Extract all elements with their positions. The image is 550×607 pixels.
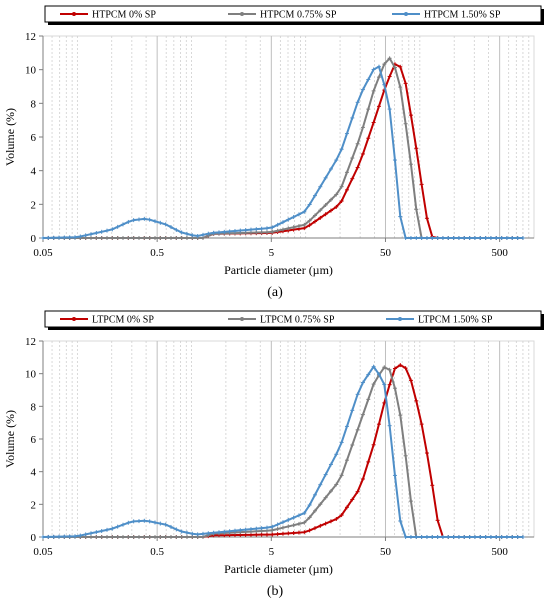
y-tick-label: 0 (31, 532, 37, 544)
legend-entry: HTPCM 0% SP (92, 10, 156, 21)
y-axis-label: Volume (%) (3, 410, 17, 468)
plot-area (42, 340, 535, 538)
x-tick-label: 5 (269, 546, 275, 558)
legend-box (44, 5, 542, 23)
y-tick-label: 6 (31, 434, 37, 446)
minor-gridlines (42, 36, 530, 238)
legend-entry: LTPCM 1.50% SP (418, 315, 493, 326)
x-tick-label: 0.05 (33, 546, 53, 558)
x-tick-label: 5 (269, 247, 275, 259)
x-tick-label: 0.5 (150, 247, 164, 259)
x-tick-label: 50 (380, 546, 392, 558)
x-tick-label: 0.5 (150, 546, 164, 558)
legend-entry: HTPCM 0.75% SP (260, 10, 337, 21)
legend-box (44, 310, 542, 328)
series-3 (41, 64, 525, 240)
y-tick-label: 4 (31, 166, 37, 178)
legend: LTPCM 0% SP LTPCM 0.75% SP LTPCM 1.50% SP (44, 310, 544, 330)
y-tick-label: 10 (25, 65, 37, 77)
y-tick-label: 8 (31, 401, 37, 413)
panel-caption: (b) (267, 584, 284, 599)
x-tick-label: 50 (380, 247, 392, 259)
x-tick-label: 0.05 (33, 247, 53, 259)
legend-marker (72, 317, 76, 321)
legend-entry: LTPCM 0.75% SP (260, 315, 335, 326)
y-tick-label: 2 (31, 199, 37, 211)
legend-marker (404, 12, 408, 16)
chart-panel-b: 0 2 4 6 8 10 12 0.05 0.5 5 50 500 Particle diameter … (3, 310, 544, 599)
y-tick-label: 10 (25, 369, 37, 381)
y-tick-label: 8 (31, 98, 37, 110)
y-tick-label: 12 (25, 31, 36, 43)
series-3 (41, 364, 525, 539)
legend-entry: LTPCM 0% SP (92, 315, 154, 326)
x-tick-label: 500 (491, 247, 508, 259)
y-tick-label: 2 (31, 499, 37, 511)
legend-entry: HTPCM 1.50% SP (424, 10, 501, 21)
y-tick-label: 6 (31, 132, 37, 144)
y-tick-label: 12 (25, 336, 36, 348)
legend-marker (72, 12, 76, 16)
y-tick-label: 0 (31, 233, 37, 245)
legend-marker (240, 317, 244, 321)
y-axis-label: Volume (%) (3, 108, 17, 166)
x-axis-label: Particle diameter (µm) (224, 562, 333, 576)
plot-area (42, 35, 535, 239)
chart-panel-a: 0 2 4 6 8 10 12 0.05 0.5 5 50 500 Particle diameter … (3, 5, 544, 300)
legend-marker (240, 12, 244, 16)
x-tick-label: 500 (491, 546, 508, 558)
legend: HTPCM 0% SP HTPCM 0.75% SP HTPCM 1.50% SP (44, 5, 544, 25)
panel-caption: (a) (267, 285, 283, 300)
legend-marker (398, 317, 402, 321)
x-axis-label: Particle diameter (µm) (224, 263, 333, 277)
y-tick-label: 4 (31, 467, 37, 479)
